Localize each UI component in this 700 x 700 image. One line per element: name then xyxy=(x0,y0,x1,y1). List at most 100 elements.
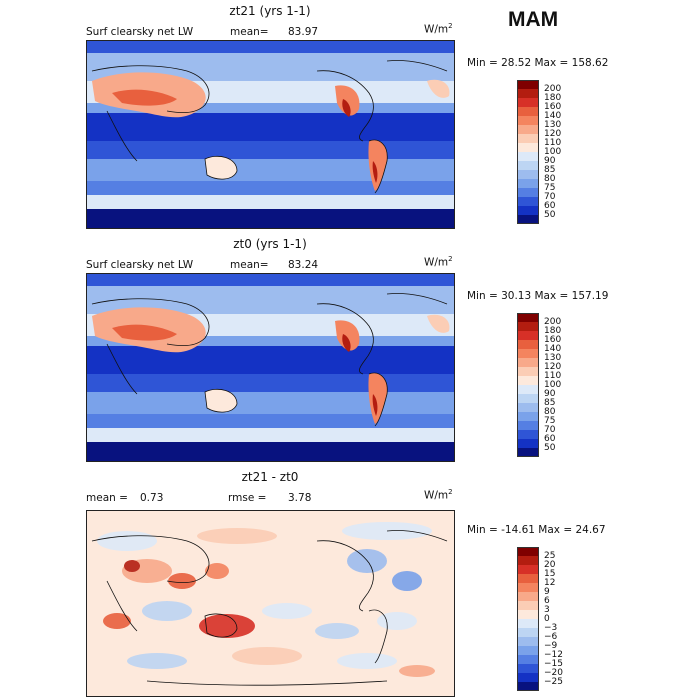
colorbar-level-label: 130 xyxy=(544,353,562,363)
colorbar-swatch xyxy=(517,394,539,403)
colorbar-swatch xyxy=(517,601,539,610)
colorbar-level-label: 90 xyxy=(544,156,556,166)
colorbar-level-label: 80 xyxy=(544,407,556,417)
panel3-map xyxy=(86,510,455,697)
colorbar-level-label: 70 xyxy=(544,192,556,202)
colorbar-level-label: 60 xyxy=(544,201,556,211)
units-exponent: 2 xyxy=(448,488,453,496)
colorbar-swatch xyxy=(517,322,539,331)
panel3-units: W/m2 xyxy=(424,488,453,502)
colorbar-swatch xyxy=(517,89,539,98)
colorbar-level-label: 15 xyxy=(544,569,556,579)
panel3-colorbar: 25 20 15 12 9 6 3 0 −3 −6 −9 −12 −15 −20 −25 xyxy=(517,547,563,691)
colorbar-level-label: 160 xyxy=(544,335,562,345)
season-label: MAM xyxy=(508,8,559,31)
colorbar-level-label: 75 xyxy=(544,183,556,193)
colorbar-swatch xyxy=(517,107,539,116)
colorbar-swatch xyxy=(517,349,539,358)
panel1-minmax: Min = 28.52 Max = 158.62 xyxy=(467,57,609,69)
panel1-units: W/m2 xyxy=(424,22,453,36)
colorbar-swatch xyxy=(517,574,539,583)
colorbar-level-label: 50 xyxy=(544,210,556,220)
colorbar-swatch xyxy=(517,340,539,349)
colorbar-swatch xyxy=(517,179,539,188)
colorbar-swatch xyxy=(517,583,539,592)
colorbar-swatch xyxy=(517,403,539,412)
colorbar-swatch xyxy=(517,161,539,170)
panel1-mean-value: 83.97 xyxy=(288,26,319,38)
colorbar-level-label: −6 xyxy=(544,632,558,642)
colorbar-swatch xyxy=(517,358,539,367)
panel2-title: zt0 (yrs 1-1) xyxy=(233,237,307,251)
units-exponent: 2 xyxy=(448,22,453,30)
panel2-colorbar: 200 180 160 140 130 120 110 100 90 85 80 75 70 60 50 xyxy=(517,313,561,457)
colorbar-swatch xyxy=(517,116,539,125)
colorbar-swatch xyxy=(517,152,539,161)
colorbar-level-label: 3 xyxy=(544,605,550,615)
colorbar-swatch xyxy=(517,547,539,556)
colorbar-swatch xyxy=(517,412,539,421)
panel1-mean-label: mean= xyxy=(230,26,269,38)
colorbar-level-label: 80 xyxy=(544,174,556,184)
colorbar-level-label: −25 xyxy=(544,677,563,687)
panel1-title: zt21 (yrs 1-1) xyxy=(229,4,311,18)
panel1-variable: Surf clearsky net LW xyxy=(86,26,194,38)
colorbar-level-label: 60 xyxy=(544,434,556,444)
colorbar-level-label: 180 xyxy=(544,93,562,103)
colorbar-level-label: 50 xyxy=(544,443,556,453)
colorbar-level-label: 85 xyxy=(544,398,556,408)
colorbar-swatch xyxy=(517,134,539,143)
colorbar-swatch xyxy=(517,448,539,457)
colorbar-level-label: −9 xyxy=(544,641,558,651)
panel3-minmax: Min = -14.61 Max = 24.67 xyxy=(467,524,606,536)
units-text: W/m xyxy=(424,23,449,36)
colorbar-level-label: 70 xyxy=(544,425,556,435)
colorbar-level-label: 12 xyxy=(544,578,556,588)
colorbar-level-label: 130 xyxy=(544,120,562,130)
panel3-rmse-value: 3.78 xyxy=(288,492,312,504)
colorbar-level-label: −20 xyxy=(544,668,563,678)
colorbar-swatch xyxy=(517,664,539,673)
colorbar-level-label: 75 xyxy=(544,416,556,426)
colorbar-swatch xyxy=(517,385,539,394)
colorbar-level-label: 85 xyxy=(544,165,556,175)
panel2-variable: Surf clearsky net LW xyxy=(86,259,194,271)
panel1-map-svg xyxy=(87,41,454,228)
panel2-mean-value: 83.24 xyxy=(288,259,319,271)
units-text: W/m xyxy=(424,489,449,502)
panel2-map-svg xyxy=(87,274,454,461)
colorbar-swatch xyxy=(517,98,539,107)
colorbar-level-label: 200 xyxy=(544,317,562,327)
colorbar-swatch xyxy=(517,170,539,179)
panel3-rmse-label: rmse = xyxy=(228,492,267,504)
colorbar-level-label: 120 xyxy=(544,362,562,372)
units-exponent: 2 xyxy=(448,255,453,263)
colorbar-swatch xyxy=(517,556,539,565)
colorbar-level-label: −12 xyxy=(544,650,563,660)
colorbar-level-label: 6 xyxy=(544,596,550,606)
panel2-minmax: Min = 30.13 Max = 157.19 xyxy=(467,290,609,302)
colorbar-swatch xyxy=(517,682,539,691)
colorbar-level-label: 120 xyxy=(544,129,562,139)
colorbar-swatch xyxy=(517,367,539,376)
panel3-mean-value: 0.73 xyxy=(140,492,164,504)
colorbar-swatch xyxy=(517,215,539,224)
colorbar-level-label: 110 xyxy=(544,138,562,148)
colorbar-swatch xyxy=(517,673,539,682)
colorbar-level-label: 200 xyxy=(544,84,562,94)
colorbar-swatch xyxy=(517,331,539,340)
colorbar-level-label: 0 xyxy=(544,614,550,624)
colorbar-level-label: 100 xyxy=(544,147,562,157)
panel3-map-svg xyxy=(87,511,454,696)
colorbar-level-label: 25 xyxy=(544,551,556,561)
colorbar-level-label: 160 xyxy=(544,102,562,112)
colorbar-level-label: 9 xyxy=(544,587,550,597)
colorbar-swatch xyxy=(517,197,539,206)
panel3-mean-label: mean = xyxy=(86,492,128,504)
colorbar-swatch xyxy=(517,646,539,655)
panel1-colorbar: 200 180 160 140 130 120 110 100 90 85 80 75 70 60 50 xyxy=(517,80,561,224)
colorbar-swatch xyxy=(517,188,539,197)
colorbar-level-label: 100 xyxy=(544,380,562,390)
colorbar-swatch xyxy=(517,125,539,134)
colorbar-swatch xyxy=(517,637,539,646)
